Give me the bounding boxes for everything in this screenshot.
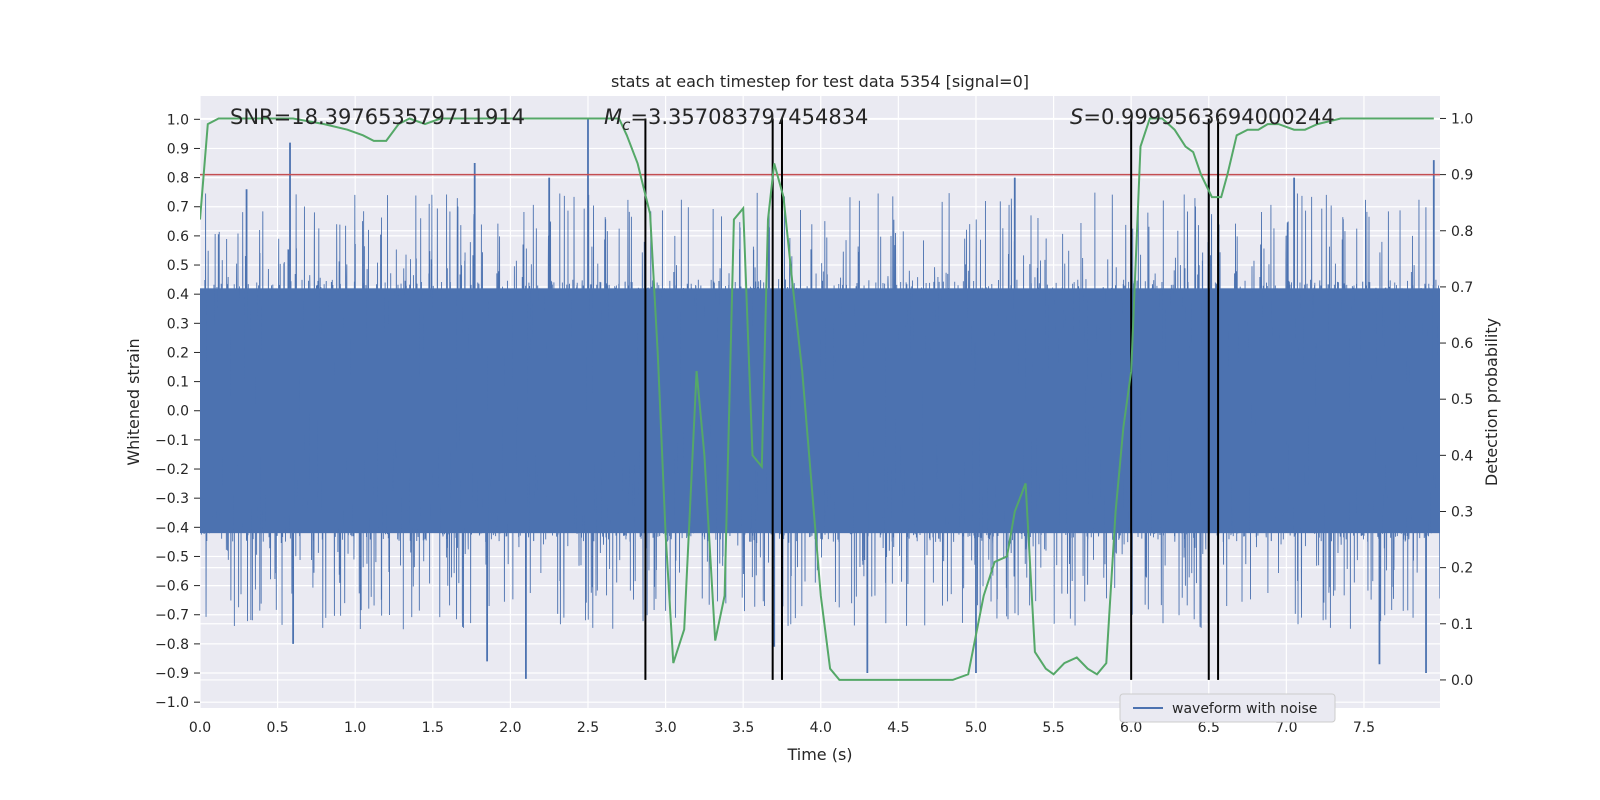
y-tick-label-left-20: −1.0 <box>155 695 189 711</box>
waveform-line <box>200 192 1440 630</box>
y-tick-label-left-14: −0.4 <box>155 520 189 536</box>
snr-annotation: SNR=18.397653579711914 <box>230 105 525 129</box>
x-tick-label-5: 2.5 <box>577 720 599 736</box>
x-tick-label-1: 0.5 <box>266 720 288 736</box>
y-tick-label-left-9: 0.1 <box>167 375 189 391</box>
chirp-mass-subscript: c <box>622 116 631 134</box>
x-tick-label-12: 6.0 <box>1120 720 1142 736</box>
y-tick-label-left-13: −0.3 <box>155 491 189 507</box>
x-axis-label: Time (s) <box>786 745 852 764</box>
chart-title: stats at each timestep for test data 535… <box>611 72 1029 91</box>
y-tick-label-left-10: 0.0 <box>167 404 189 420</box>
y-tick-label-left-2: 0.8 <box>167 171 189 187</box>
y-tick-label-left-19: −0.9 <box>155 666 189 682</box>
y-tick-label-right-4: 0.6 <box>1451 336 1473 352</box>
y-tick-label-right-7: 0.3 <box>1451 504 1473 520</box>
y-tick-label-left-16: −0.6 <box>155 579 189 595</box>
waveform-series <box>200 119 1440 679</box>
x-tick-label-8: 4.0 <box>810 720 832 736</box>
s-annotation: S=0.9999563694000244 <box>1070 105 1335 129</box>
x-tick-label-4: 2.0 <box>499 720 521 736</box>
y-tick-label-left-11: −0.1 <box>155 433 189 449</box>
x-tick-label-3: 1.5 <box>422 720 444 736</box>
y-tick-label-left-12: −0.2 <box>155 462 189 478</box>
x-tick-label-6: 3.0 <box>654 720 676 736</box>
y-axis-right: 1.0 0.9 0.8 0.7 0.6 0.5 0.4 0.3 0.2 0.1 0.0 <box>1440 111 1473 689</box>
x-tick-label-7: 3.5 <box>732 720 754 736</box>
y-tick-label-left-4: 0.6 <box>167 229 189 245</box>
y-tick-label-left-18: −0.8 <box>155 637 189 653</box>
legend: waveform with noise <box>1119 693 1336 723</box>
y-tick-label-right-0: 1.0 <box>1451 111 1473 127</box>
s-symbol: S <box>1070 105 1083 129</box>
x-tick-label-14: 7.0 <box>1275 720 1297 736</box>
y-axis-left-label: Whitened strain <box>124 338 143 465</box>
y-tick-label-right-10: 0.0 <box>1451 673 1473 689</box>
legend-entry-waveform: waveform with noise <box>1172 701 1317 717</box>
x-tick-label-13: 6.5 <box>1198 720 1220 736</box>
x-tick-label-15: 7.5 <box>1353 720 1375 736</box>
y-tick-label-left-1: 0.9 <box>167 141 189 157</box>
y-tick-label-right-5: 0.5 <box>1451 392 1473 408</box>
y-tick-label-right-3: 0.7 <box>1451 280 1473 296</box>
chirp-mass-annotation: Mc=3.357083797454834 <box>604 105 868 134</box>
y-tick-label-right-2: 0.8 <box>1451 224 1473 240</box>
x-tick-label-10: 5.0 <box>965 720 987 736</box>
x-tick-label-0: 0.0 <box>189 720 211 736</box>
y-tick-label-left-5: 0.5 <box>167 258 189 274</box>
chirp-mass-value: =3.357083797454834 <box>630 105 868 129</box>
y-tick-label-right-6: 0.4 <box>1451 448 1473 464</box>
y-tick-label-left-7: 0.3 <box>167 316 189 332</box>
y-tick-label-left-3: 0.7 <box>167 200 189 216</box>
s-value: =0.9999563694000244 <box>1083 105 1334 129</box>
y-axis-left: 1.0 0.9 0.8 0.7 0.6 0.5 0.4 0.3 0.2 0.1 0.0 −0.1 −0.… <box>155 112 200 711</box>
probability-line <box>200 117 1434 681</box>
y-tick-label-right-8: 0.2 <box>1451 561 1473 577</box>
y-tick-label-right-9: 0.1 <box>1451 617 1473 633</box>
y-tick-label-left-0: 1.0 <box>167 112 189 128</box>
y-axis-right-label: Detection probability <box>1482 318 1501 486</box>
y-tick-label-left-6: 0.4 <box>167 287 189 303</box>
y-tick-label-left-8: 0.2 <box>167 345 189 361</box>
x-tick-label-11: 5.5 <box>1042 720 1064 736</box>
x-axis: 0.0 0.5 1.0 1.5 2.0 2.5 3.0 3.5 4.0 4.5 5.0 5.5 6.0 6… <box>189 720 1375 736</box>
event-lines <box>644 118 1220 680</box>
y-tick-label-left-15: −0.5 <box>155 549 189 565</box>
chirp-mass-symbol: M <box>604 105 622 129</box>
probability-series <box>200 117 1434 681</box>
y-tick-label-right-1: 0.9 <box>1451 168 1473 184</box>
x-tick-label-9: 4.5 <box>887 720 909 736</box>
x-tick-label-2: 1.0 <box>344 720 366 736</box>
y-tick-label-left-17: −0.7 <box>155 608 189 624</box>
legend-box <box>1119 693 1336 723</box>
